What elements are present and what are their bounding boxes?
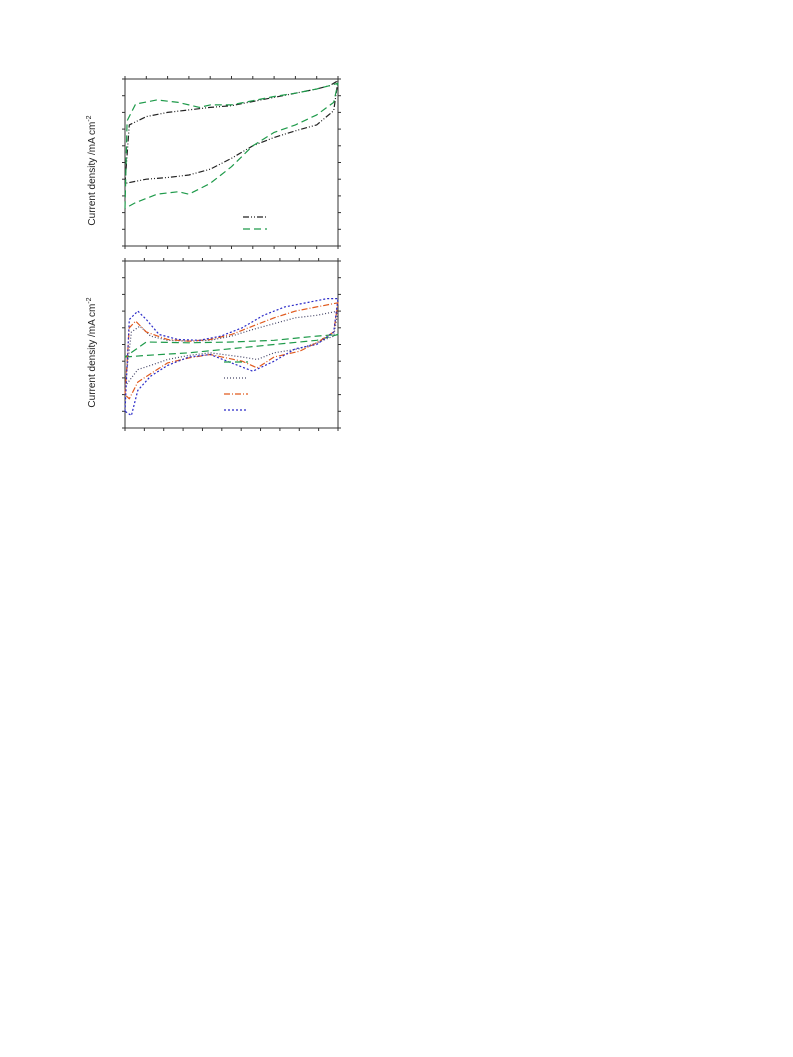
cv-plot-top: Current density /mA cm-2	[80, 72, 345, 252]
series-line-4	[124, 297, 339, 417]
cv-plot-bottom: Current density /mA cm-2	[80, 254, 345, 434]
series-line-1	[124, 80, 339, 184]
y-axis-label-text: Current density /mA cm	[87, 122, 98, 226]
series-line-3	[124, 302, 339, 400]
y-axis-label-superscript: -2	[86, 115, 93, 121]
y-axis-label-superscript: -2	[86, 297, 93, 303]
chart-top-canvas: Current density /mA cm-2	[86, 76, 341, 249]
plot-frame	[124, 78, 339, 247]
y-axis-label: Current density /mA cm-2	[86, 297, 98, 407]
plot-frame	[124, 260, 339, 429]
y-axis-label: Current density /mA cm-2	[86, 115, 98, 225]
series-line-2	[124, 82, 339, 209]
series-line-1	[124, 333, 339, 358]
y-axis-label-text: Current density /mA cm	[87, 304, 98, 408]
chart-bottom-canvas: Current density /mA cm-2	[86, 258, 341, 431]
series-line-2	[124, 310, 339, 387]
